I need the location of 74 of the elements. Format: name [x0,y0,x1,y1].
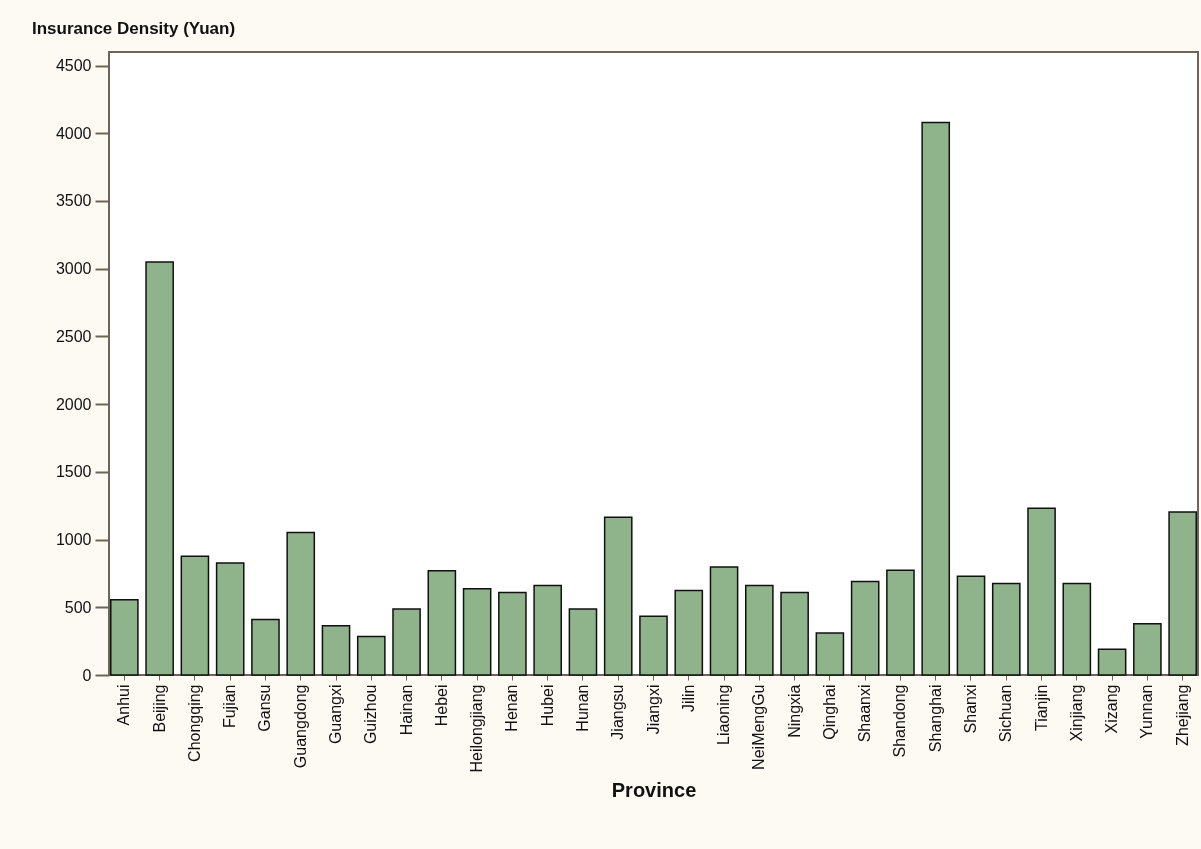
bar [145,261,174,676]
y-tick-label: 4000 [55,124,92,142]
chart-title: Insurance Density (Yuan) [32,19,236,38]
x-tick-label: Zhejiang [1173,684,1191,746]
bar [921,121,951,676]
x-tick-label: Ningxia [785,684,803,738]
bar [886,569,915,676]
bar [498,591,527,676]
y-tick-label: 1000 [55,531,92,549]
y-tick-label: 500 [64,598,92,616]
y-tick-label: 2500 [55,327,92,345]
bar [462,587,492,676]
bar [1062,582,1092,676]
x-tick-label: Shanghai [926,684,944,753]
x-tick-label: Yunnan [1138,684,1156,739]
x-tick-label: Gansu [256,684,274,732]
bar [533,584,562,676]
x-tick-label: Qinghai [820,684,838,740]
x-tick-label: Guangxi [327,684,345,745]
y-tick-label: 3500 [55,192,92,210]
x-tick-label: Fujian [221,684,239,729]
y-tick-label: 3000 [55,260,92,278]
x-tick-label: Liaoning [715,684,733,745]
bar [568,608,598,676]
x-tick-label: Hebei [432,684,450,727]
bar [251,618,280,676]
x-tick-label: Chongqing [185,684,203,762]
y-tick-label: 4500 [55,57,92,75]
x-tick-label: Jiangsu [609,684,627,740]
bar [745,584,774,676]
x-tick-label: Guangdong [291,684,309,769]
bar [639,615,668,676]
y-tick-label: 2000 [55,395,92,413]
bar [709,566,739,676]
x-tick-label: Shaanxi [856,684,874,743]
x-axis-title: Province [611,778,697,801]
x-tick-label: Hubei [538,684,556,727]
y-tick-label: 1500 [55,463,92,481]
y-tick-label: 0 [82,666,92,684]
bar [110,599,139,676]
x-tick-label: Heilongjiang [468,684,486,773]
bar [850,580,880,676]
x-tick-label: Hainan [397,684,415,736]
x-tick-label: Guizhou [362,684,380,745]
x-tick-label: Anhui [115,684,133,726]
x-tick-label: Sichuan [997,684,1015,743]
bar [1027,507,1056,676]
bar [321,624,351,676]
x-tick-label: Xinjiang [1067,684,1085,742]
x-tick-label: Tianjin [1032,684,1050,732]
bar [286,531,316,676]
bar [815,632,845,676]
x-tick-label: Jiangxi [644,684,662,735]
x-tick-label: Beijing [150,684,168,733]
bar [603,516,633,676]
bar [427,569,457,676]
bar [991,582,1021,676]
bar [1097,648,1127,676]
bar [1133,622,1162,676]
x-tick-label: Shandong [891,684,909,758]
x-tick-label: Henan [503,684,521,732]
bar [780,591,809,676]
x-tick-label: NeiMengGu [750,684,768,770]
bar [356,635,386,676]
x-tick-label: Jilin [679,684,697,713]
bar [956,575,986,676]
bar [180,555,210,676]
bar [1168,511,1197,676]
x-tick-label: Shanxi [961,684,979,734]
bar [392,608,421,676]
bar [215,562,245,676]
x-tick-label: Hunan [573,684,591,732]
bar [674,589,704,676]
x-tick-label: Xizang [1103,684,1121,734]
